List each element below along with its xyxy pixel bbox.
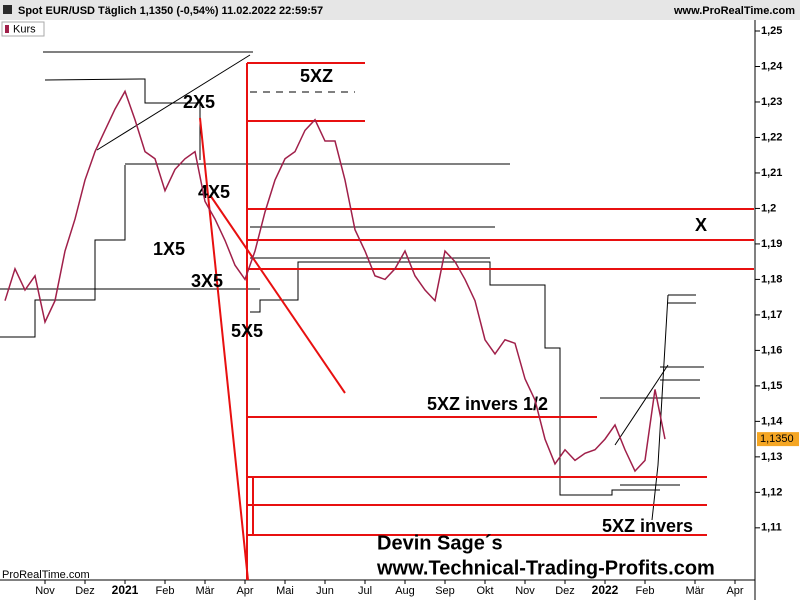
y-tick-label: 1,16 [761, 344, 782, 356]
header-bar [0, 0, 800, 20]
x-tick-label: Aug [395, 585, 415, 597]
x-tick-label: Mär [686, 585, 705, 597]
y-tick-label: 1,14 [761, 415, 783, 427]
y-tick-label: 1,23 [761, 96, 782, 108]
x-tick-label: Nov [35, 585, 55, 597]
y-tick-label: 1,21 [761, 167, 782, 179]
last-price-label: 1,1350 [760, 433, 794, 445]
x-tick-label: Mai [276, 585, 294, 597]
x-tick-label: 2022 [592, 583, 619, 597]
y-tick-label: 1,13 [761, 451, 782, 463]
annotation: 5XZ invers 1/2 [427, 394, 548, 414]
logo [3, 5, 12, 14]
x-tick-label: Okt [476, 585, 493, 597]
x-tick-label: Mär [196, 585, 215, 597]
x-tick-label: Feb [156, 585, 175, 597]
y-tick-label: 1,2 [761, 202, 776, 214]
legend [1, 21, 45, 37]
y-tick-label: 1,12 [761, 486, 782, 498]
x-tick-label: Jul [358, 585, 372, 597]
legend-swatch [5, 25, 9, 33]
y-tick-label: 1,19 [761, 238, 782, 250]
x-tick-label: 2021 [112, 583, 139, 597]
x-tick-label: Dez [555, 585, 575, 597]
last-price-box [757, 432, 799, 447]
credit: Devin Sage´s [377, 532, 503, 554]
y-tick-label: 1,11 [761, 522, 782, 534]
annotation: 3X5 [191, 271, 223, 291]
x-tick-label: Apr [236, 585, 253, 597]
y-tick-label: 1,22 [761, 131, 782, 143]
annotation: 5X5 [231, 321, 263, 341]
y-tick-label: 1,24 [761, 60, 783, 72]
x-tick-label: Feb [636, 585, 655, 597]
legend-label: Kurs [13, 23, 36, 35]
annotation: 2X5 [183, 92, 215, 112]
y-tick-label: 1,15 [761, 380, 782, 392]
annotation: 1X5 [153, 239, 185, 259]
x-tick-label: Dez [75, 585, 95, 597]
y-tick-label: 1,17 [761, 309, 782, 321]
red-levels [199, 62, 754, 581]
x-tick-label: Nov [515, 585, 535, 597]
annotation: 4X5 [198, 182, 230, 202]
price-line [4, 89, 666, 473]
black-lines [0, 51, 704, 521]
y-tick-label: 1,25 [761, 25, 782, 37]
source: www.ProRealTime.com [673, 5, 795, 17]
annotation: 5XZ [300, 66, 333, 86]
x-tick-label: Apr [726, 585, 743, 597]
y-tick-label: 1,18 [761, 273, 782, 285]
chart-title: Spot EUR/USD Täglich 1,1350 (-0,54%) 11.… [18, 5, 323, 17]
x-tick-label: Sep [435, 585, 455, 597]
credit-url: www.Technical-Trading-Profits.com [376, 557, 715, 579]
x-tick-label: Jun [316, 585, 334, 597]
footer-source: ProRealTime.com [2, 569, 90, 581]
annotation: 5XZ invers [602, 516, 693, 536]
annotation: X [695, 215, 707, 235]
